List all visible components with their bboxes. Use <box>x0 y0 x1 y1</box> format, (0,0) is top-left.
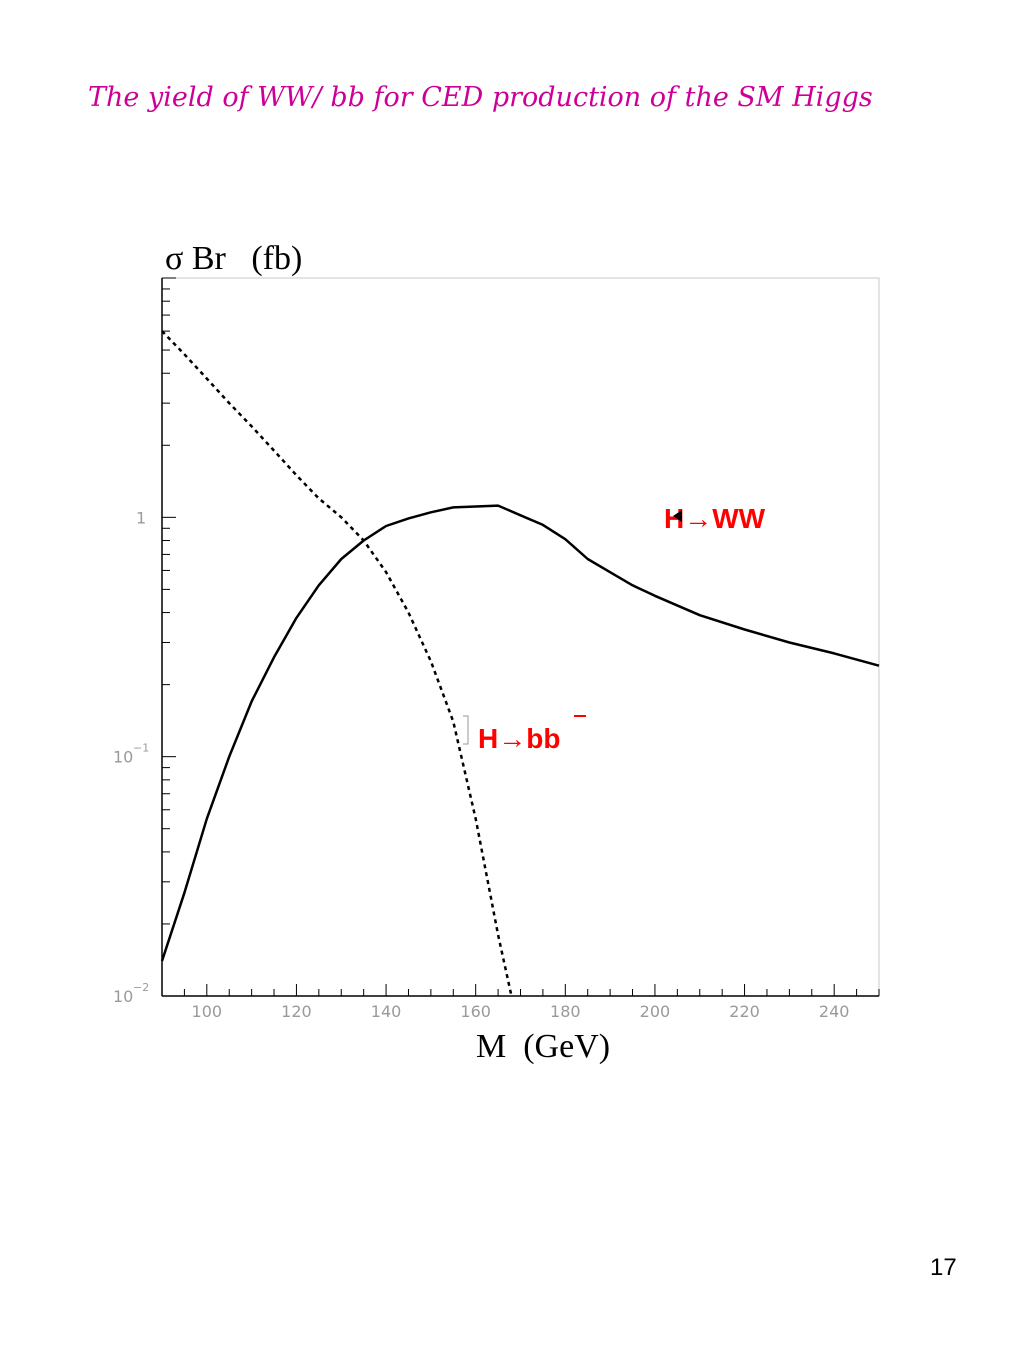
x-axis-label: M (GeV) <box>476 1028 611 1065</box>
series-label-bb: H→bb <box>478 723 560 754</box>
y-tick-label: 1 <box>136 508 146 527</box>
x-tick-label: 200 <box>640 1002 671 1021</box>
y-tick-exponent: −2 <box>133 981 149 994</box>
x-tick-label: 160 <box>460 1002 491 1021</box>
series-line-bb <box>161 330 513 997</box>
x-tick-label: 240 <box>819 1002 850 1021</box>
labels-layer: H→WW H→bb <box>463 503 766 754</box>
x-tick-label: 220 <box>729 1002 760 1021</box>
y-tick-label: 10 <box>113 987 133 1006</box>
x-tick-label: 180 <box>550 1002 581 1021</box>
series-layer <box>160 330 880 997</box>
x-tick-label: 100 <box>192 1002 223 1021</box>
ww-label-marker-icon <box>673 510 682 522</box>
y-tick-exponent: −1 <box>133 742 149 755</box>
bb-label-bracket-icon <box>463 715 469 745</box>
x-tick-label: 140 <box>371 1002 402 1021</box>
series-line-ww <box>160 504 880 962</box>
y-axis-label: σ Br (fb) <box>165 240 303 277</box>
page-number: 17 <box>930 1254 957 1281</box>
y-tick-label: 10 <box>113 748 133 767</box>
x-tick-label: 120 <box>281 1002 312 1021</box>
slide-title: The yield of WW/ bb for CED production o… <box>88 82 873 113</box>
